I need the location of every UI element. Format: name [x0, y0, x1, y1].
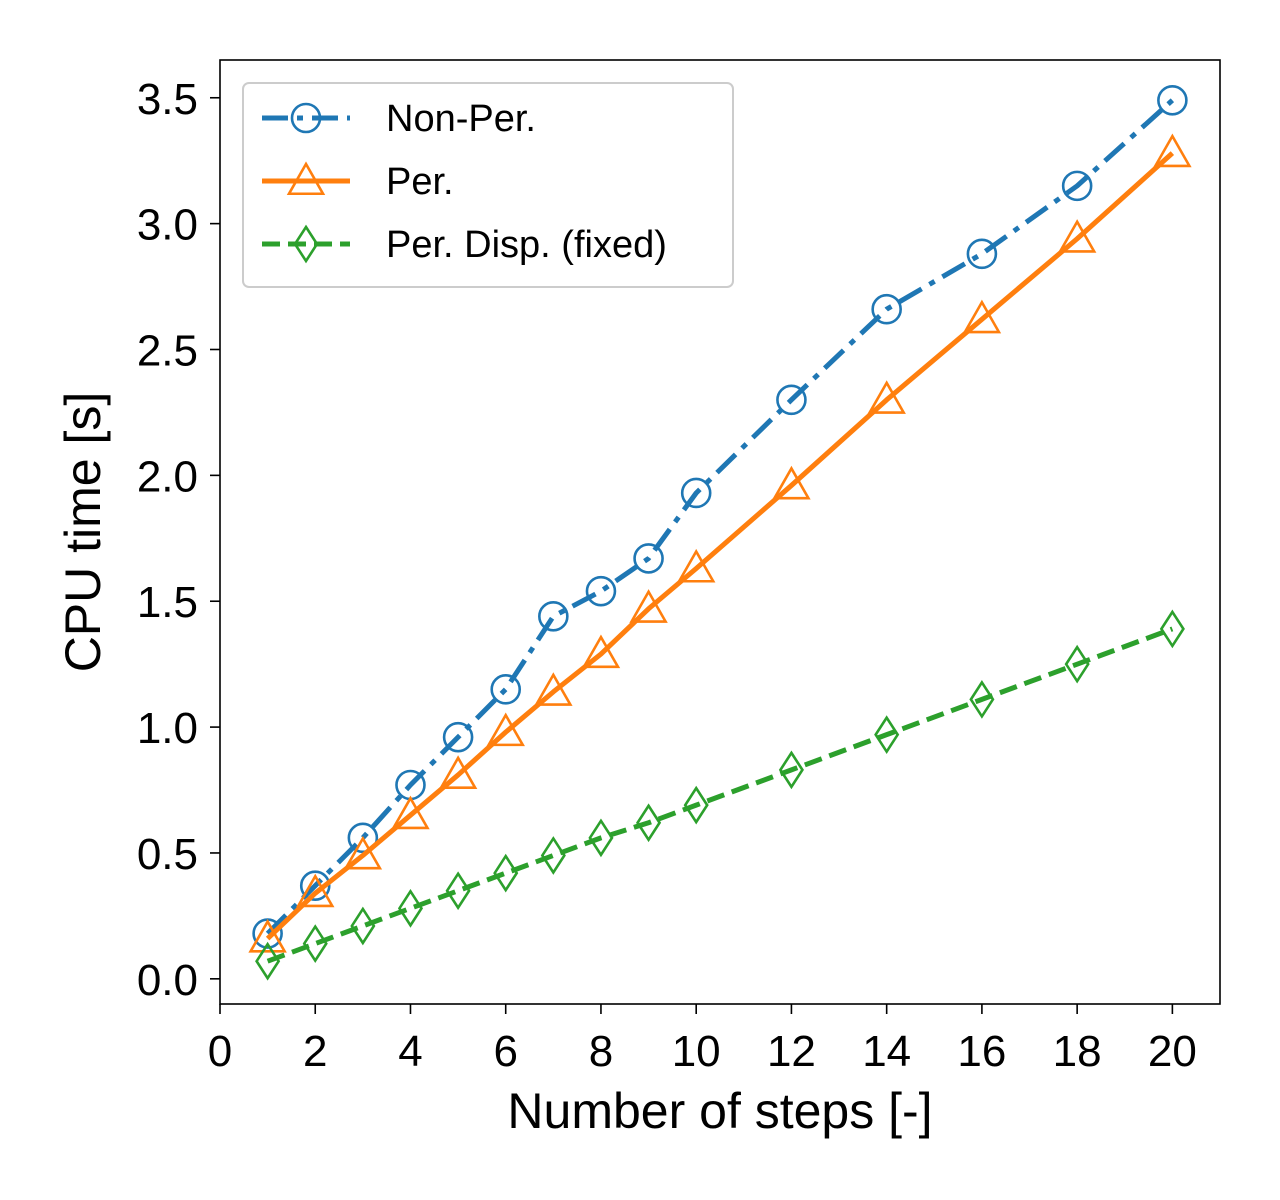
- data-point: [391, 795, 430, 830]
- data-point: [776, 384, 807, 416]
- data-point: [1057, 219, 1097, 253]
- data-point: [538, 601, 569, 632]
- data-point: [633, 543, 664, 574]
- data-point: [442, 721, 474, 753]
- x-axis: 0 2 4 6 8 10 12 14 16 18 20: [208, 1004, 1197, 1076]
- series-line: [265, 151, 1175, 941]
- data-point: [636, 803, 662, 843]
- data-point: [874, 715, 900, 755]
- series-per-disp-fixed: [255, 609, 1185, 981]
- data-point: [397, 888, 424, 928]
- y-axis-title: CPU time [s]: [55, 392, 111, 673]
- data-point: [680, 477, 712, 509]
- x-axis-title: Number of steps [-]: [507, 1083, 932, 1139]
- x-tick-label: 2: [303, 1027, 327, 1076]
- legend-item: Per. Disp. (fixed): [262, 224, 667, 266]
- data-point: [683, 785, 709, 825]
- data-point: [248, 918, 287, 953]
- series-per: [248, 133, 1192, 953]
- series-line: [266, 626, 1174, 964]
- data-point: [588, 818, 614, 858]
- data-point: [1061, 170, 1093, 202]
- data-point: [343, 835, 383, 870]
- y-tick-label: 2.5: [137, 326, 198, 375]
- x-tick-label: 16: [957, 1027, 1006, 1076]
- x-tick-label: 10: [672, 1027, 721, 1076]
- data-point: [966, 238, 998, 270]
- data-point: [347, 822, 379, 854]
- data-point: [302, 924, 328, 963]
- x-tick-label: 14: [862, 1027, 911, 1076]
- data-point: [1153, 133, 1192, 168]
- legend-marker: [290, 102, 322, 134]
- y-tick-label: 1.0: [137, 704, 198, 753]
- data-point: [1159, 609, 1185, 649]
- data-point: [350, 906, 376, 946]
- series-non-per: [252, 84, 1188, 949]
- y-axis: 0.0 0.5 1.0 1.5 2.0 2.5 3.0 3.5: [137, 75, 220, 1005]
- data-point: [772, 465, 811, 500]
- legend-marker: [293, 224, 319, 264]
- data-point: [540, 836, 566, 875]
- legend-label: Non-Per.: [386, 98, 536, 140]
- data-point: [490, 674, 522, 705]
- x-tick-label: 4: [398, 1027, 422, 1076]
- legend-item: Per.: [262, 161, 454, 203]
- data-point: [1064, 644, 1090, 684]
- y-tick-label: 2.0: [137, 452, 198, 501]
- legend-label: Per. Disp. (fixed): [386, 224, 667, 266]
- legend: Non-Per. Per. Per. Disp. (fixed): [242, 82, 734, 288]
- data-point: [299, 870, 331, 901]
- legend-box: [242, 82, 734, 288]
- y-tick-label: 0.5: [137, 830, 198, 879]
- x-tick-label: 6: [493, 1027, 517, 1076]
- data-point: [871, 293, 902, 325]
- x-tick-label: 0: [208, 1027, 232, 1076]
- data-point: [255, 941, 281, 981]
- data-point: [1157, 84, 1188, 116]
- y-tick-label: 3.5: [137, 75, 198, 124]
- data-point: [534, 672, 573, 706]
- data-point: [962, 299, 1002, 334]
- data-point: [438, 755, 478, 789]
- plot-area-frame: [219, 59, 1221, 1005]
- data-point: [629, 589, 668, 623]
- y-tick-label: 1.5: [137, 578, 198, 627]
- data-point: [778, 750, 804, 790]
- x-tick-label: 12: [767, 1027, 816, 1076]
- series-line: [265, 98, 1175, 936]
- y-tick-label: 3.0: [137, 201, 198, 250]
- data-point: [295, 873, 335, 908]
- data-point: [969, 680, 995, 719]
- data-point: [585, 575, 617, 607]
- x-tick-label: 8: [589, 1027, 613, 1076]
- data-point: [867, 380, 906, 414]
- legend-item: Non-Per.: [262, 98, 536, 140]
- y-tick-label: 0.0: [137, 956, 198, 1005]
- legend-marker: [286, 161, 326, 196]
- legend-label: Per.: [386, 161, 454, 203]
- data-point: [445, 871, 471, 911]
- x-tick-label: 20: [1148, 1027, 1197, 1076]
- data-point: [493, 853, 519, 893]
- data-point: [581, 634, 621, 669]
- x-tick-label: 18: [1053, 1027, 1102, 1076]
- data-point: [486, 712, 525, 747]
- data-point: [676, 548, 716, 583]
- series-layer: [248, 84, 1192, 981]
